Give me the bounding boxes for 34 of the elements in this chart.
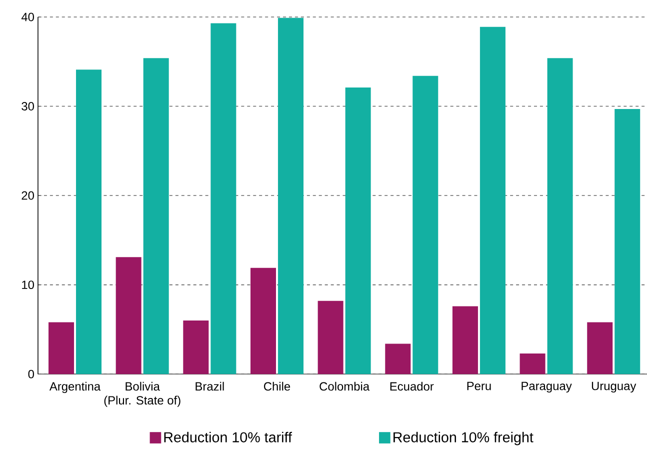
bar [48, 322, 74, 374]
x-tick-label: Argentina [49, 382, 101, 393]
legend-label: Reduction 10% tariff [164, 432, 292, 442]
x-tick-label: Ecuador [390, 382, 434, 390]
y-tick-label: 10 [22, 280, 34, 289]
x-tick-label: Paraguay [522, 382, 572, 392]
x-tick-label: Brazil [196, 382, 224, 390]
y-tick-label: 20 [22, 191, 34, 200]
bar [210, 23, 236, 374]
bar [345, 87, 371, 374]
bar [452, 306, 478, 374]
bar [480, 26, 506, 374]
bar [143, 58, 169, 374]
bar [278, 18, 304, 374]
x-tick-label: Colombia [320, 382, 370, 390]
x-tick-label: Uruguay [592, 382, 636, 392]
x-tick-label: Bolivia (Plur. State of) [104, 382, 180, 407]
bar [76, 69, 102, 374]
bar [547, 58, 573, 374]
bar [318, 300, 344, 374]
x-tick-label: Chile [264, 382, 290, 390]
bar [412, 76, 438, 374]
y-tick-label: 0 [28, 370, 34, 378]
bar [587, 322, 613, 374]
bar [183, 320, 209, 374]
y-tick-label: 30 [22, 102, 34, 110]
bar [116, 256, 142, 374]
bar [614, 108, 640, 374]
x-tick-label: Peru [467, 382, 491, 390]
legend-label: Reduction 10% freight [394, 432, 534, 445]
bar [250, 268, 276, 374]
bar [385, 344, 411, 374]
bar [520, 353, 546, 374]
y-tick-label: 40 [21, 12, 34, 22]
